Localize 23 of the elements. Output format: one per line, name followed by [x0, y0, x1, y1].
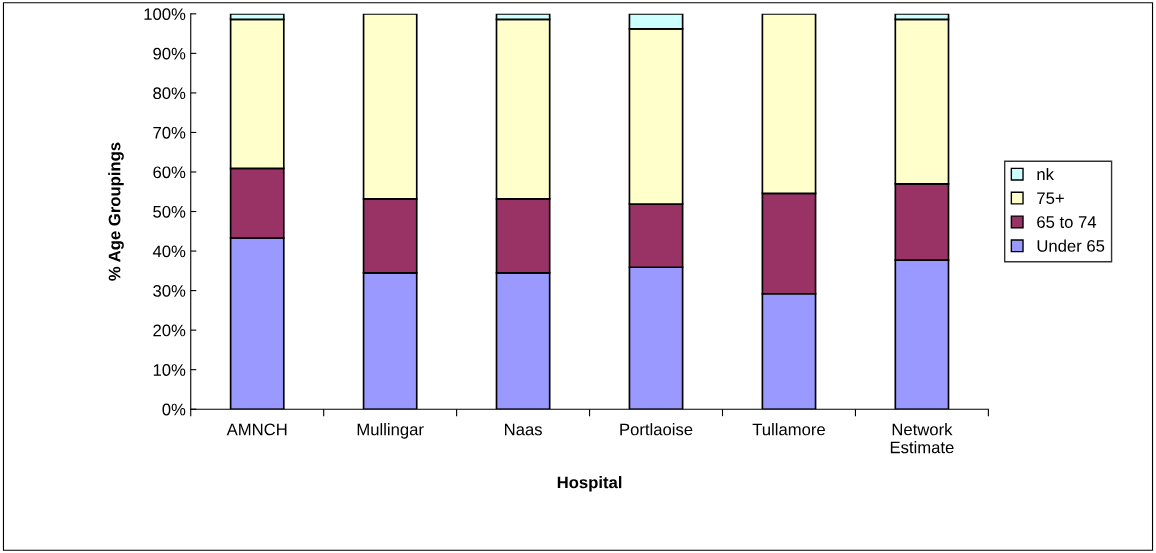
y-tick-label: 30% [153, 285, 186, 297]
y-tick-label: 90% [153, 47, 186, 60]
legend-label: nk [1037, 167, 1054, 181]
legend-label: 75+ [1037, 192, 1064, 205]
y-tick-label: 100% [144, 8, 186, 21]
x-tick-label: Naas [505, 423, 542, 436]
y-tick-label: 20% [153, 324, 186, 337]
x-tick-label: Portlaoise [620, 423, 693, 436]
y-tick-label: 60% [153, 166, 186, 179]
legend-label: 65 to 74 [1037, 216, 1097, 228]
y-tick-label: 0% [162, 403, 186, 416]
x-tick-label: Tullamore [752, 423, 825, 436]
y-tick-label: 40% [152, 245, 186, 258]
x-tick-label: Mullingar [357, 423, 424, 439]
y-tick-label: 70% [153, 126, 186, 139]
y-tick-label: 50% [153, 205, 186, 218]
y-tick-label: 10% [153, 364, 186, 376]
x-axis-title: Hospital [557, 476, 622, 492]
y-tick-label: 80% [153, 87, 186, 100]
legend-label: Under 65 [1037, 239, 1105, 252]
y-axis-title: % Age Groupings [108, 142, 124, 281]
x-tick-label: Network Estimate [890, 423, 954, 454]
x-tick-label: AMNCH [226, 423, 287, 436]
